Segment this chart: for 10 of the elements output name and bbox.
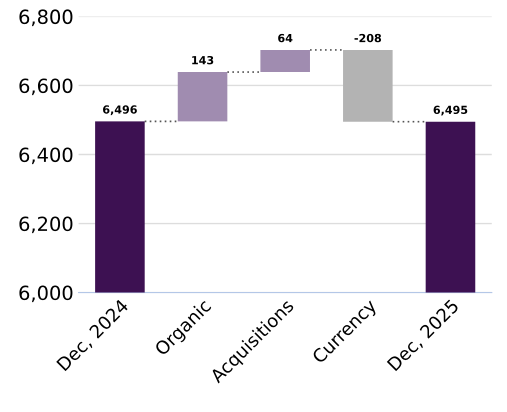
data-label: 143 <box>192 56 214 64</box>
data-label: -208 <box>354 34 382 42</box>
y-tick-label: 6,600 <box>19 78 72 96</box>
y-tick-label: 6,200 <box>19 216 72 234</box>
data-label: 6,496 <box>103 105 137 116</box>
data-label: 6,495 <box>434 106 468 116</box>
y-tick-label: 6,000 <box>19 285 72 302</box>
y-tick-label: 6,800 <box>19 9 72 26</box>
data-label: 64 <box>278 34 292 42</box>
y-tick-label: 6,400 <box>19 147 72 164</box>
